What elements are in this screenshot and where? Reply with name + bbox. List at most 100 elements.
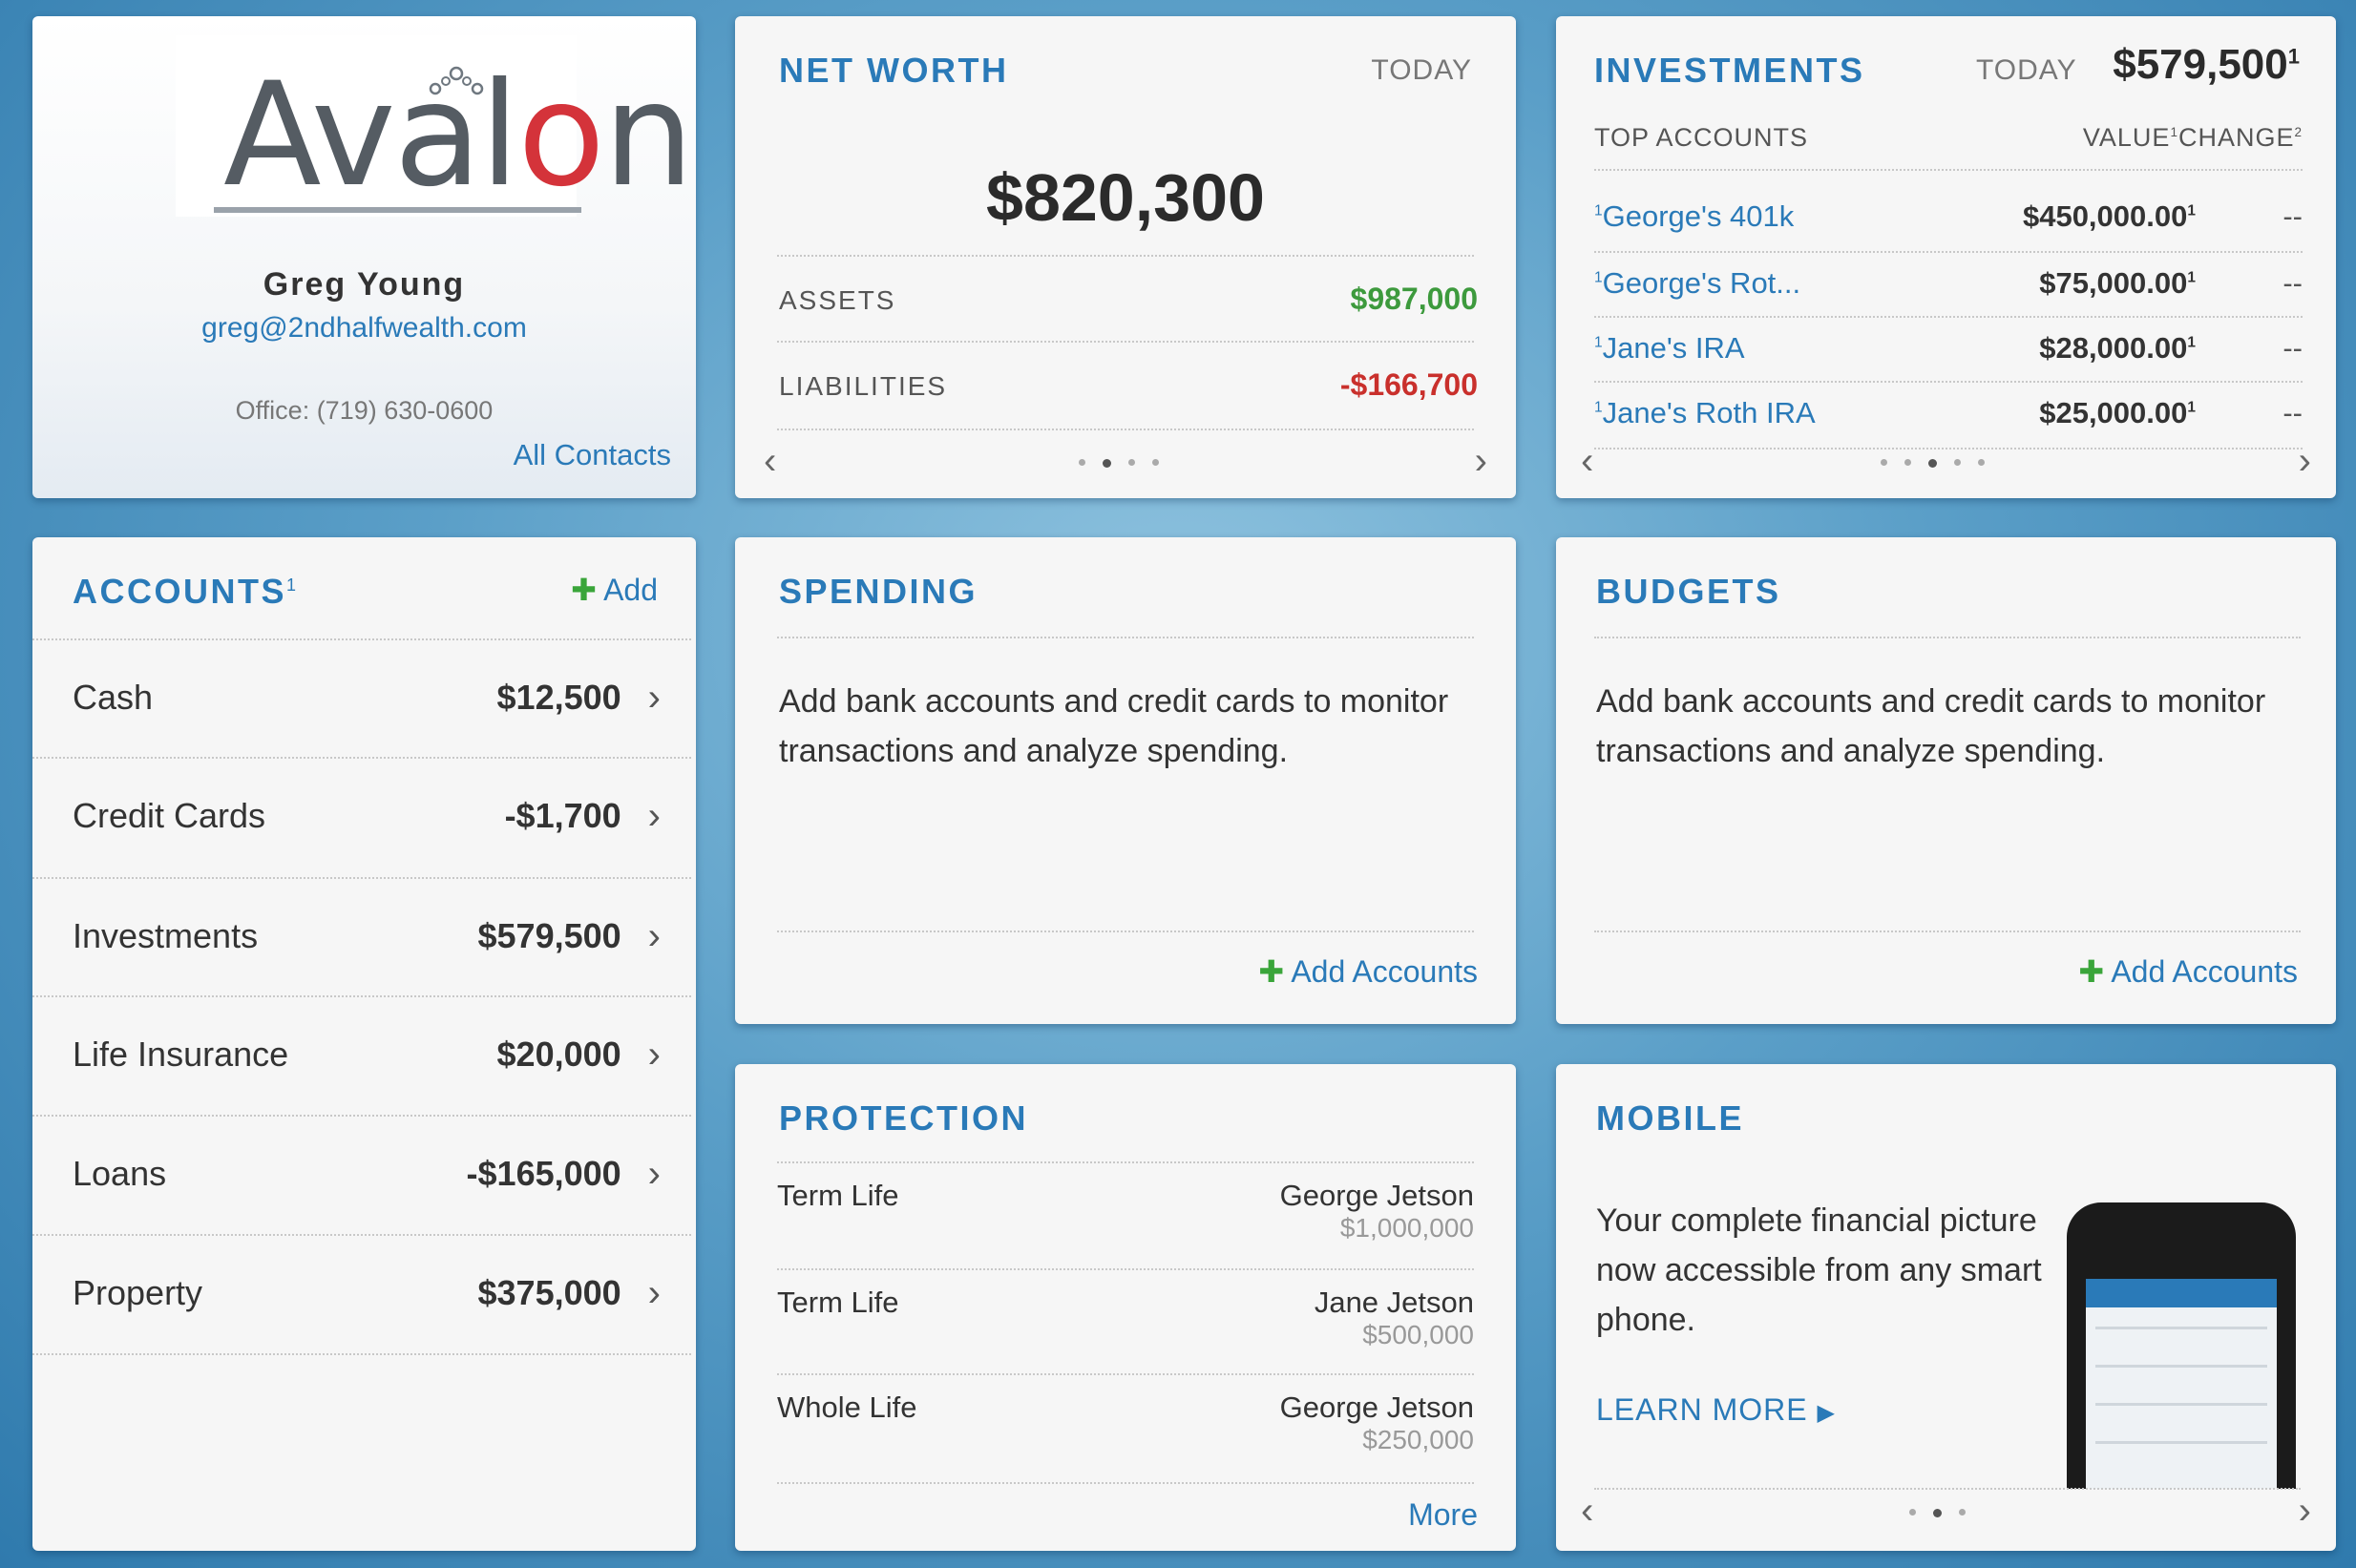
investment-row[interactable]: 1George's 401k $450,000.001 -- [1594, 199, 2303, 233]
carousel-dot[interactable] [1079, 459, 1085, 466]
divider [777, 429, 1474, 430]
protection-row[interactable]: Term Life George Jetson $1,000,000 [777, 1179, 1474, 1243]
chevron-right-icon: › [647, 914, 661, 957]
chevron-left-icon[interactable]: ‹ [1581, 440, 1594, 482]
learn-more-link[interactable]: LEARN MORE ▶ [1596, 1392, 1836, 1427]
carousel-dot[interactable] [1881, 459, 1887, 466]
account-row-investments[interactable]: Investments $579,500 › [73, 914, 661, 957]
account-row-loans[interactable]: Loans -$165,000 › [73, 1152, 661, 1195]
investment-row[interactable]: 1Jane's IRA $28,000.001 -- [1594, 331, 2303, 365]
budgets-add-accounts-button[interactable]: ✚ Add Accounts [2078, 954, 2298, 989]
chevron-right-icon[interactable]: › [2298, 440, 2311, 482]
protection-row[interactable]: Whole Life George Jetson $250,000 [777, 1390, 1474, 1454]
carousel-dot[interactable] [1128, 459, 1135, 466]
divider [777, 255, 1474, 257]
investment-row[interactable]: 1Jane's Roth IRA $25,000.001 -- [1594, 396, 2303, 429]
divider [1594, 1488, 2301, 1490]
all-contacts-link[interactable]: All Contacts [513, 438, 671, 471]
account-row-life-insurance[interactable]: Life Insurance $20,000 › [73, 1033, 661, 1076]
carousel-dot[interactable] [1959, 1509, 1966, 1516]
logo-wordmark: Avalon [223, 52, 694, 219]
carousel-dot-active[interactable] [1933, 1509, 1942, 1517]
mobile-message: Your complete financial picture now acce… [1596, 1202, 2042, 1338]
divider [777, 930, 1474, 932]
divider [1594, 316, 2303, 318]
spending-title: SPENDING [779, 572, 978, 611]
net-worth-period: TODAY [1371, 54, 1472, 86]
protection-row[interactable]: Term Life Jane Jetson $500,000 [777, 1286, 1474, 1349]
protection-title: PROTECTION [779, 1098, 1029, 1138]
spending-card: SPENDING Add bank accounts and credit ca… [735, 537, 1516, 1024]
carousel-dots [1079, 459, 1159, 468]
investments-title: INVESTMENTS [1594, 51, 1865, 90]
chevron-right-icon: › [647, 794, 661, 837]
budgets-title: BUDGETS [1596, 572, 1781, 611]
carousel-dot-active[interactable] [1928, 459, 1937, 468]
divider [1594, 930, 2301, 932]
budgets-message: Add bank accounts and credit cards to mo… [1596, 683, 2266, 769]
phone-row [2095, 1441, 2267, 1444]
carousel-dot[interactable] [1978, 459, 1985, 466]
chevron-left-icon[interactable]: ‹ [764, 440, 777, 482]
account-row-credit-cards[interactable]: Credit Cards -$1,700 › [73, 794, 661, 837]
plus-icon: ✚ [2078, 954, 2105, 989]
chevron-left-icon[interactable]: ‹ [1581, 1490, 1594, 1532]
investments-header-row: TOP ACCOUNTS VALUE1 CHANGE2 [1594, 123, 2303, 161]
chevron-right-icon: › [647, 1271, 661, 1314]
divider [777, 341, 1474, 343]
chevron-right-icon: › [647, 1033, 661, 1076]
phone-screen [2086, 1279, 2277, 1489]
divider [777, 1373, 1474, 1375]
divider [32, 1353, 691, 1355]
phone-row [2095, 1365, 2267, 1368]
chevron-right-icon[interactable]: › [1474, 440, 1487, 482]
carousel-dots [1881, 459, 1985, 468]
spending-message: Add bank accounts and credit cards to mo… [779, 683, 1449, 769]
investments-card: INVESTMENTS TODAY $579,5001 TOP ACCOUNTS… [1556, 16, 2336, 498]
protection-more-link[interactable]: More [1408, 1497, 1478, 1532]
carousel-dot[interactable] [1904, 459, 1911, 466]
col-value: VALUE1 [2082, 123, 2178, 152]
account-row-cash[interactable]: Cash $12,500 › [73, 676, 661, 719]
carousel-dots [1909, 1509, 1966, 1517]
divider [32, 757, 691, 759]
investments-total: $579,5001 [2113, 41, 2300, 88]
phone-row [2095, 1403, 2267, 1406]
divider [1594, 381, 2303, 383]
divider [1594, 637, 2301, 638]
carousel-dot[interactable] [1954, 459, 1961, 466]
chevron-right-icon[interactable]: › [2298, 1490, 2311, 1532]
divider [777, 637, 1474, 638]
col-top-accounts: TOP ACCOUNTS [1594, 123, 1809, 152]
carousel-dot[interactable] [1909, 1509, 1916, 1516]
account-row-property[interactable]: Property $375,000 › [73, 1271, 661, 1314]
divider [1594, 251, 2303, 253]
protection-card: PROTECTION Term Life George Jetson $1,00… [735, 1064, 1516, 1551]
mobile-card: MOBILE Your complete financial picture n… [1556, 1064, 2336, 1551]
assets-label: ASSETS [779, 285, 896, 315]
contact-name: Greg Young [263, 266, 466, 303]
divider [1594, 169, 2303, 171]
divider [1594, 448, 2303, 449]
carousel-dot-active[interactable] [1103, 459, 1111, 468]
spending-add-accounts-button[interactable]: ✚ Add Accounts [1258, 954, 1478, 989]
play-arrow-icon: ▶ [1817, 1400, 1836, 1426]
divider [32, 1115, 691, 1117]
net-worth-card: NET WORTH TODAY $820,300 ASSETS $987,000… [735, 16, 1516, 498]
carousel-dot[interactable] [1152, 459, 1159, 466]
contact-email[interactable]: greg@2ndhalfwealth.com [201, 312, 527, 344]
mobile-title: MOBILE [1596, 1098, 1744, 1138]
assets-value: $987,000 [1350, 282, 1478, 316]
net-worth-total: $820,300 [986, 160, 1265, 235]
plus-icon: ✚ [1258, 954, 1285, 989]
net-worth-title: NET WORTH [779, 51, 1009, 90]
add-account-button[interactable]: ✚ Add [571, 573, 658, 607]
crown-icon [429, 66, 484, 95]
phone-header-bar [2086, 1279, 2277, 1307]
chevron-right-icon: › [647, 676, 661, 719]
divider [32, 995, 691, 997]
contact-card: Avalon Greg Young greg@2ndhalfwealth.com… [32, 16, 696, 498]
liabilities-label: LIABILITIES [779, 371, 948, 401]
logo-underline [214, 207, 581, 213]
investment-row[interactable]: 1George's Rot... $75,000.001 -- [1594, 266, 2303, 300]
